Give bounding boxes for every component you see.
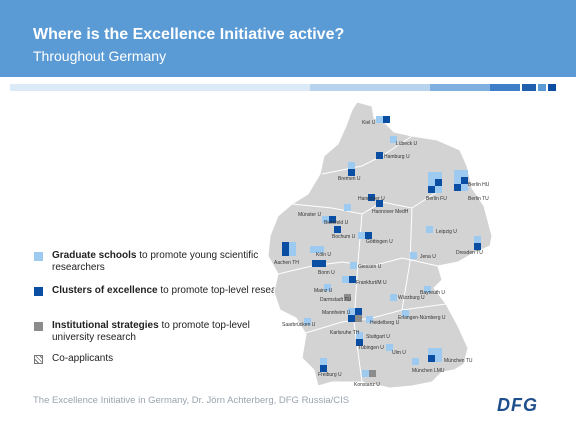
city-label: Berlin HU	[468, 182, 490, 188]
city-label: Berlin TU	[468, 196, 489, 202]
city-label: Leipzig U	[436, 229, 457, 235]
city-label: Lübeck U	[396, 141, 418, 147]
city-label: Stuttgart U	[366, 334, 390, 340]
city-label: Mannheim U	[322, 310, 351, 316]
city-label: Mainz U	[314, 288, 333, 294]
city-label: Bremen U	[338, 176, 361, 182]
city-label: Erlangen-Nürnberg U	[398, 315, 446, 321]
city-label: Aachen TH	[274, 260, 299, 266]
city-label: München LMU	[412, 368, 445, 374]
legend-clusters: Clusters of excellence to promote top-le…	[34, 285, 294, 311]
city-label: Hannover U	[358, 196, 385, 202]
city-label: Würzburg U	[398, 295, 425, 301]
city-label: Saarbrücken U	[282, 322, 316, 328]
strategies-swatch	[34, 322, 43, 331]
city-label: Freiburg U	[318, 372, 342, 378]
city-label: Hamburg U	[384, 154, 410, 160]
city-label: Göttingen U	[366, 239, 393, 245]
city-label: Karlsruhe TH	[330, 330, 360, 336]
city-label: Bochum U	[332, 234, 356, 240]
city-label: Tübingen U	[358, 345, 384, 351]
city-label: Jena U	[420, 254, 436, 260]
city-label: Giessen U	[358, 264, 382, 270]
legend-graduate-schools: Graduate schools to promote young scient…	[34, 250, 294, 276]
city-label: Frankfurt/M U	[356, 280, 387, 286]
city-label: Ulm U	[392, 350, 406, 356]
slide-subtitle: Throughout Germany	[33, 48, 167, 64]
legend-institutional-strategies: Institutional strategies to promote top-…	[34, 320, 294, 346]
city-labels: Kiel U Lübeck U Hamburg U Bremen U Hanno…	[274, 120, 490, 388]
city-label: München TU	[444, 358, 473, 364]
city-label: Bonn U	[318, 270, 335, 276]
footer-text: The Excellence Initiative in Germany, Dr…	[33, 395, 350, 406]
city-label: Berlin FU	[426, 196, 447, 202]
city-label: Köln U	[316, 252, 331, 258]
legend-coapplicants: Co-applicants	[34, 353, 294, 367]
city-label: Bielefeld U	[324, 220, 349, 226]
institution-markers	[282, 116, 481, 377]
slide-title: Where is the Excellence Initiative activ…	[33, 26, 345, 43]
city-label: Hannover MedH	[372, 209, 409, 215]
city-label: Bayreuth U	[420, 290, 445, 296]
clusters-swatch	[34, 287, 43, 296]
graduate-schools-swatch	[34, 252, 43, 261]
city-label: Heidelberg U	[370, 320, 400, 326]
city-label: Kiel U	[362, 120, 376, 126]
city-label: Konstanz U	[354, 382, 380, 388]
city-label: Münster U	[298, 212, 321, 218]
title-banner: Where is the Excellence Initiative activ…	[0, 0, 576, 77]
dfg-logo: DFG	[497, 395, 538, 415]
city-label: Darmstadt TU	[320, 297, 351, 303]
coapplicants-swatch	[34, 355, 43, 364]
city-label: Dresden TU	[456, 250, 483, 256]
